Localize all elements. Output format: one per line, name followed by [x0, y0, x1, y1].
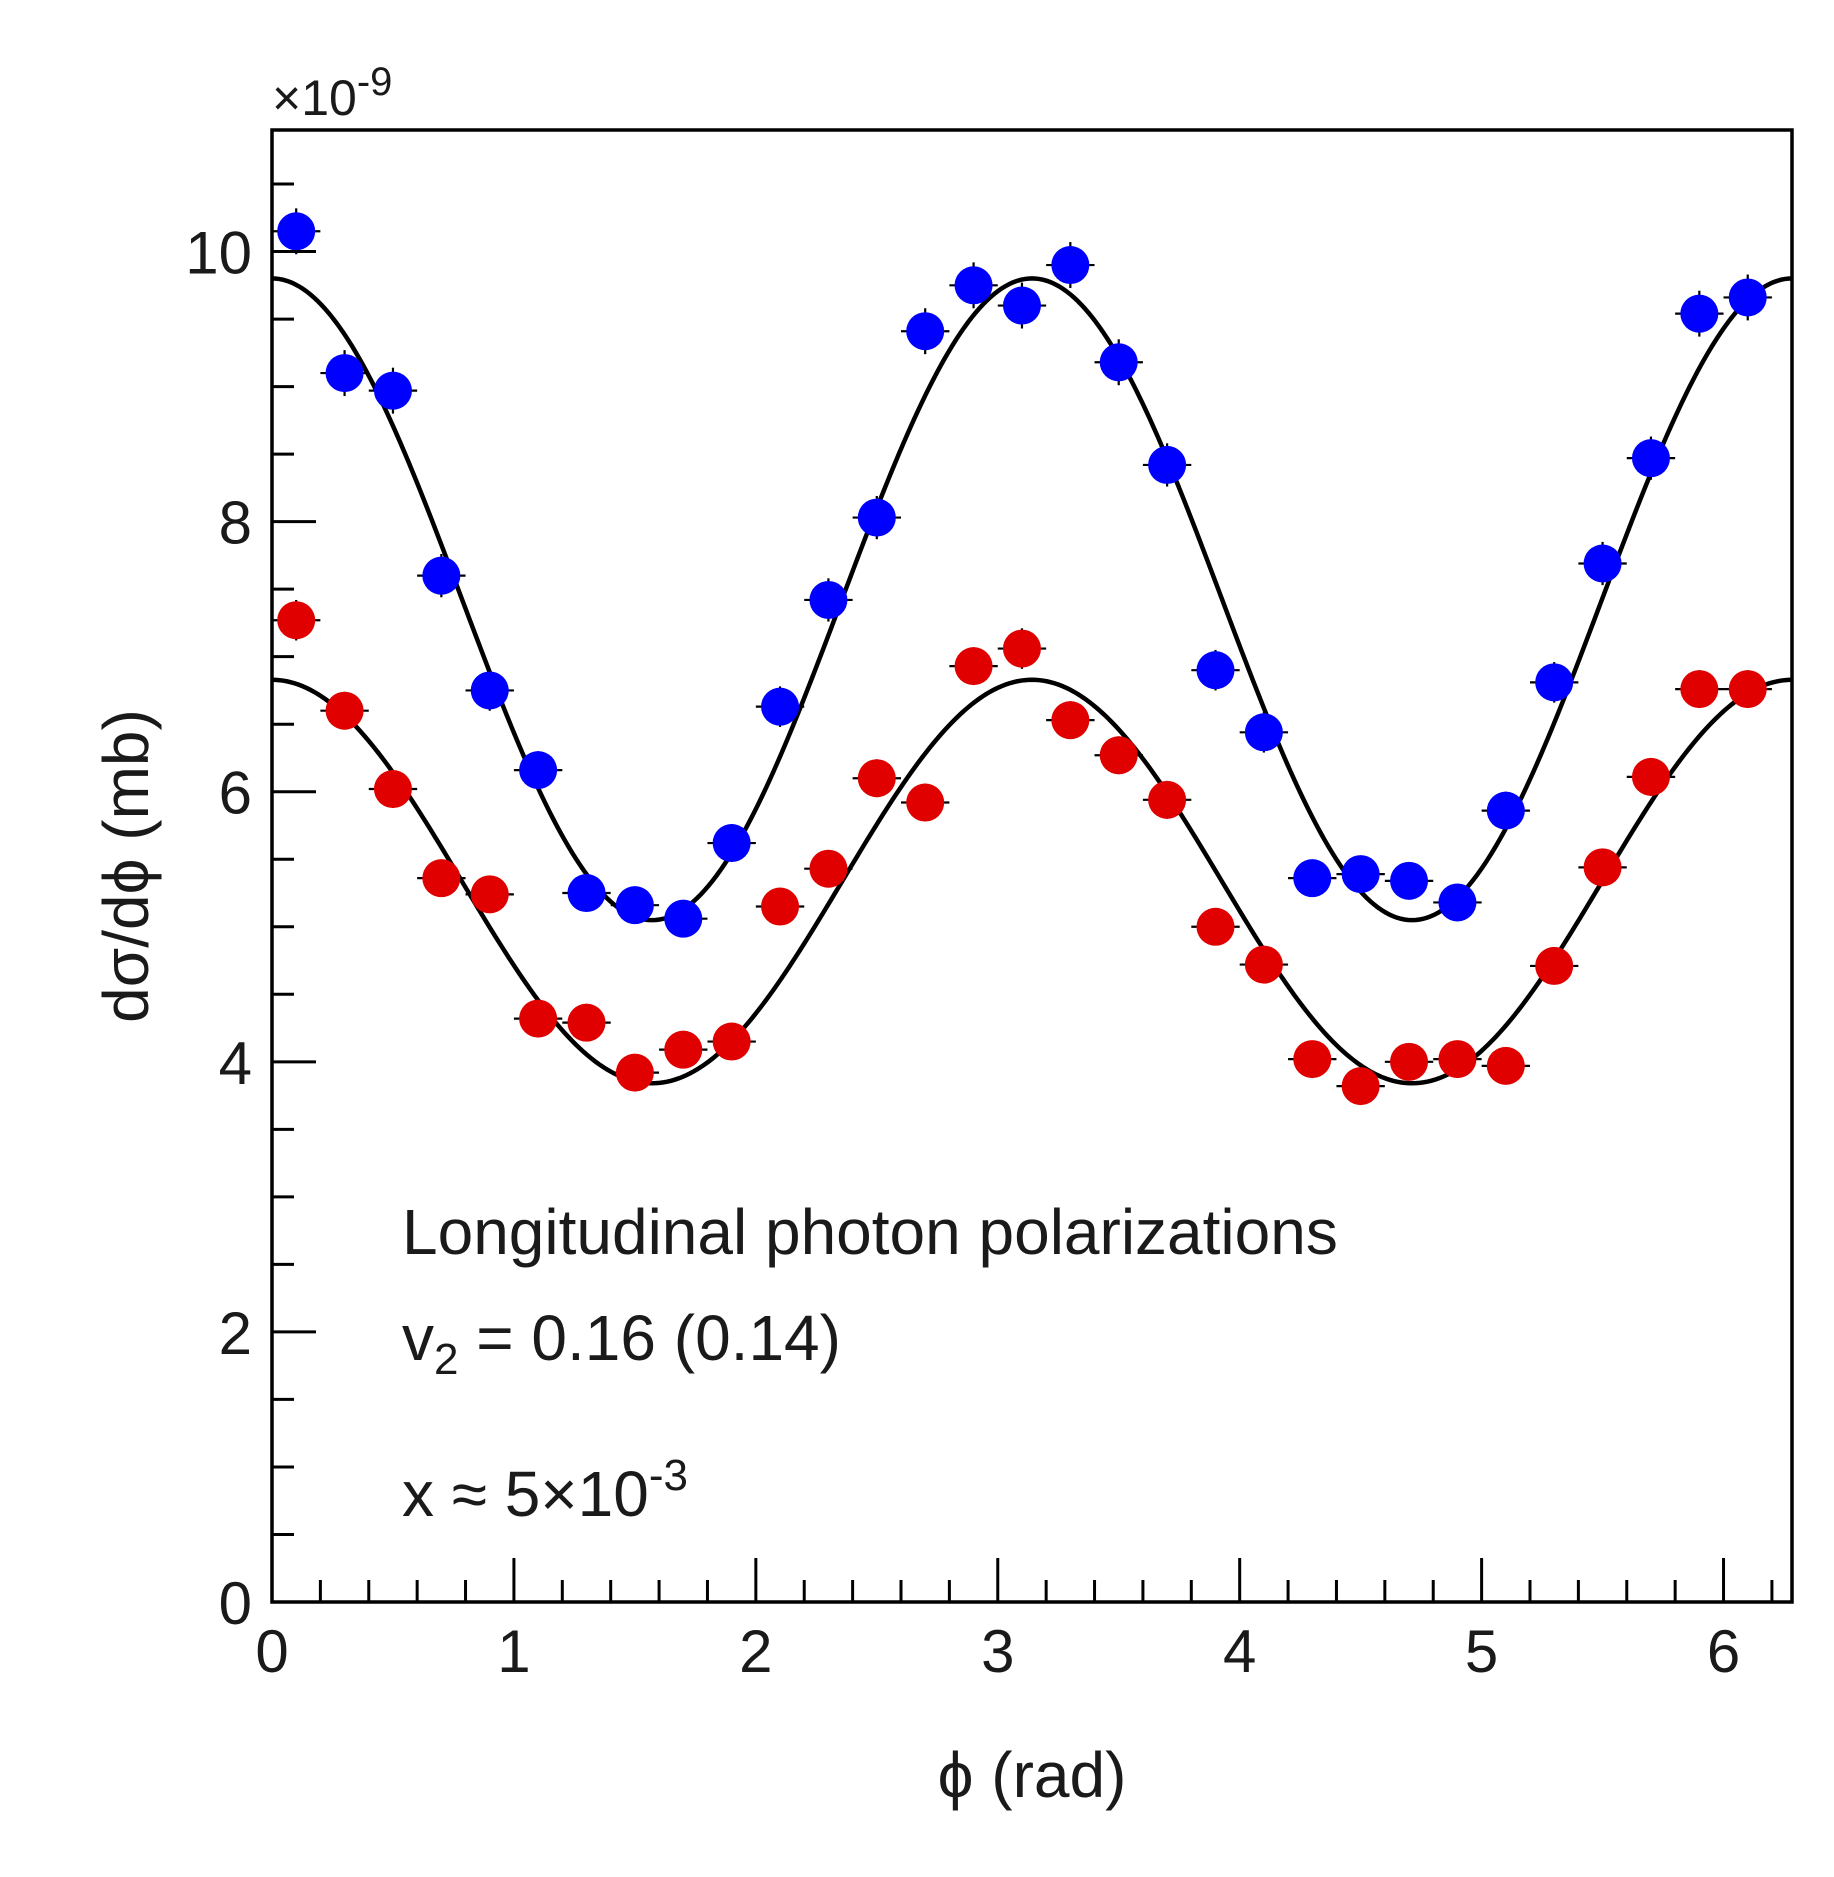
fit-curve-2	[271, 677, 1793, 1086]
data-point-series-2	[373, 770, 412, 809]
data-point-series-1	[761, 687, 800, 726]
data-point-series-1	[470, 671, 509, 710]
data-point-series-1	[1438, 883, 1477, 922]
data-point-series-1	[519, 751, 558, 790]
data-point-series-2	[1196, 907, 1235, 946]
data-point-series-2	[470, 875, 509, 914]
data-point-series-2	[1438, 1040, 1477, 1079]
data-point-series-2	[325, 691, 364, 730]
x-axis-label: ϕ (rad)	[938, 1739, 1127, 1811]
annotation-x-value: x ≈ 5×10-3	[402, 1451, 688, 1530]
data-point-series-2	[664, 1030, 703, 1069]
data-point-series-1	[1728, 278, 1767, 317]
x-tick-label: 0	[255, 1618, 288, 1685]
data-point-series-1	[1002, 286, 1041, 325]
plot-frame	[270, 128, 1794, 1604]
annotation-v2: v2 = 0.16 (0.14)	[402, 1302, 841, 1384]
data-point-series-1	[1148, 445, 1187, 484]
data-point-series-2	[857, 759, 896, 798]
data-point-series-2	[1583, 848, 1622, 887]
data-point-series-2	[567, 1003, 606, 1042]
data-point-series-2	[1341, 1067, 1380, 1106]
data-point-series-2	[1390, 1042, 1429, 1081]
y-tick-label: 6	[219, 760, 252, 827]
data-point-series-2	[906, 783, 945, 822]
data-point-series-1	[1680, 294, 1719, 333]
data-point-series-1	[1390, 861, 1429, 900]
data-point-series-2	[1535, 946, 1574, 985]
data-point-series-2	[277, 601, 316, 640]
data-point-series-1	[1293, 859, 1332, 898]
data-point-series-2	[615, 1053, 654, 1092]
data-point-series-1	[1631, 439, 1670, 478]
annotation-polarization: Longitudinal photon polarizations	[402, 1196, 1338, 1268]
data-point-series-2	[1486, 1046, 1525, 1085]
data-point-series-1	[857, 498, 896, 537]
x-tick-label: 4	[1223, 1618, 1256, 1685]
data-point-series-1	[277, 212, 316, 251]
data-point-series-1	[1244, 713, 1283, 752]
data-point-series-2	[1293, 1040, 1332, 1079]
data-point-series-1	[1196, 651, 1235, 690]
data-point-series-1	[1051, 246, 1090, 285]
data-point-series-2	[712, 1022, 751, 1061]
y-tick-label: 10	[185, 220, 252, 287]
data-point-series-1	[422, 556, 461, 595]
data-point-series-2	[1148, 780, 1187, 819]
data-point-series-2	[1680, 670, 1719, 709]
data-point-series-1	[615, 886, 654, 925]
y-tick-label: 0	[219, 1570, 252, 1637]
x-tick-label: 2	[739, 1618, 772, 1685]
data-point-series-2	[954, 647, 993, 686]
data-point-series-1	[809, 580, 848, 619]
x-tick-label: 1	[497, 1618, 530, 1685]
y-axis-label: dσ/dϕ (mb)	[90, 709, 162, 1023]
data-point-series-2	[1244, 945, 1283, 984]
x-tick-label: 3	[981, 1618, 1014, 1685]
data-point-series-1	[1583, 544, 1622, 583]
data-point-series-1	[712, 824, 751, 863]
fit-curve-1	[271, 276, 1793, 923]
x-tick-label: 6	[1707, 1618, 1740, 1685]
data-point-series-2	[1002, 629, 1041, 668]
axis-ticks	[270, 182, 1774, 1604]
data-point-series-2	[519, 999, 558, 1038]
data-point-series-1	[954, 266, 993, 305]
y-exponent: ×10-9	[272, 60, 392, 126]
data-point-series-1	[1099, 343, 1138, 382]
data-point-series-1	[567, 874, 606, 913]
data-point-series-2	[809, 849, 848, 888]
y-tick-label: 8	[219, 490, 252, 557]
data-points	[272, 208, 1772, 1106]
data-point-series-2	[1051, 701, 1090, 740]
data-point-series-1	[1341, 855, 1380, 894]
data-point-series-2	[1728, 670, 1767, 709]
data-point-series-1	[373, 371, 412, 410]
data-point-series-1	[1535, 663, 1574, 702]
tick-labels: 0 1 2 3 4 5 6 0 2 4 6 8 10	[185, 220, 1740, 1685]
data-point-series-1	[906, 312, 945, 351]
y-tick-label: 2	[219, 1300, 252, 1367]
data-point-series-2	[761, 887, 800, 926]
data-point-series-2	[1631, 757, 1670, 796]
data-point-series-1	[1486, 791, 1525, 830]
data-point-series-2	[422, 859, 461, 898]
y-tick-label: 4	[219, 1030, 252, 1097]
data-point-series-2	[1099, 736, 1138, 775]
data-point-series-1	[325, 354, 364, 393]
data-point-series-1	[664, 899, 703, 938]
x-tick-label: 5	[1465, 1618, 1498, 1685]
